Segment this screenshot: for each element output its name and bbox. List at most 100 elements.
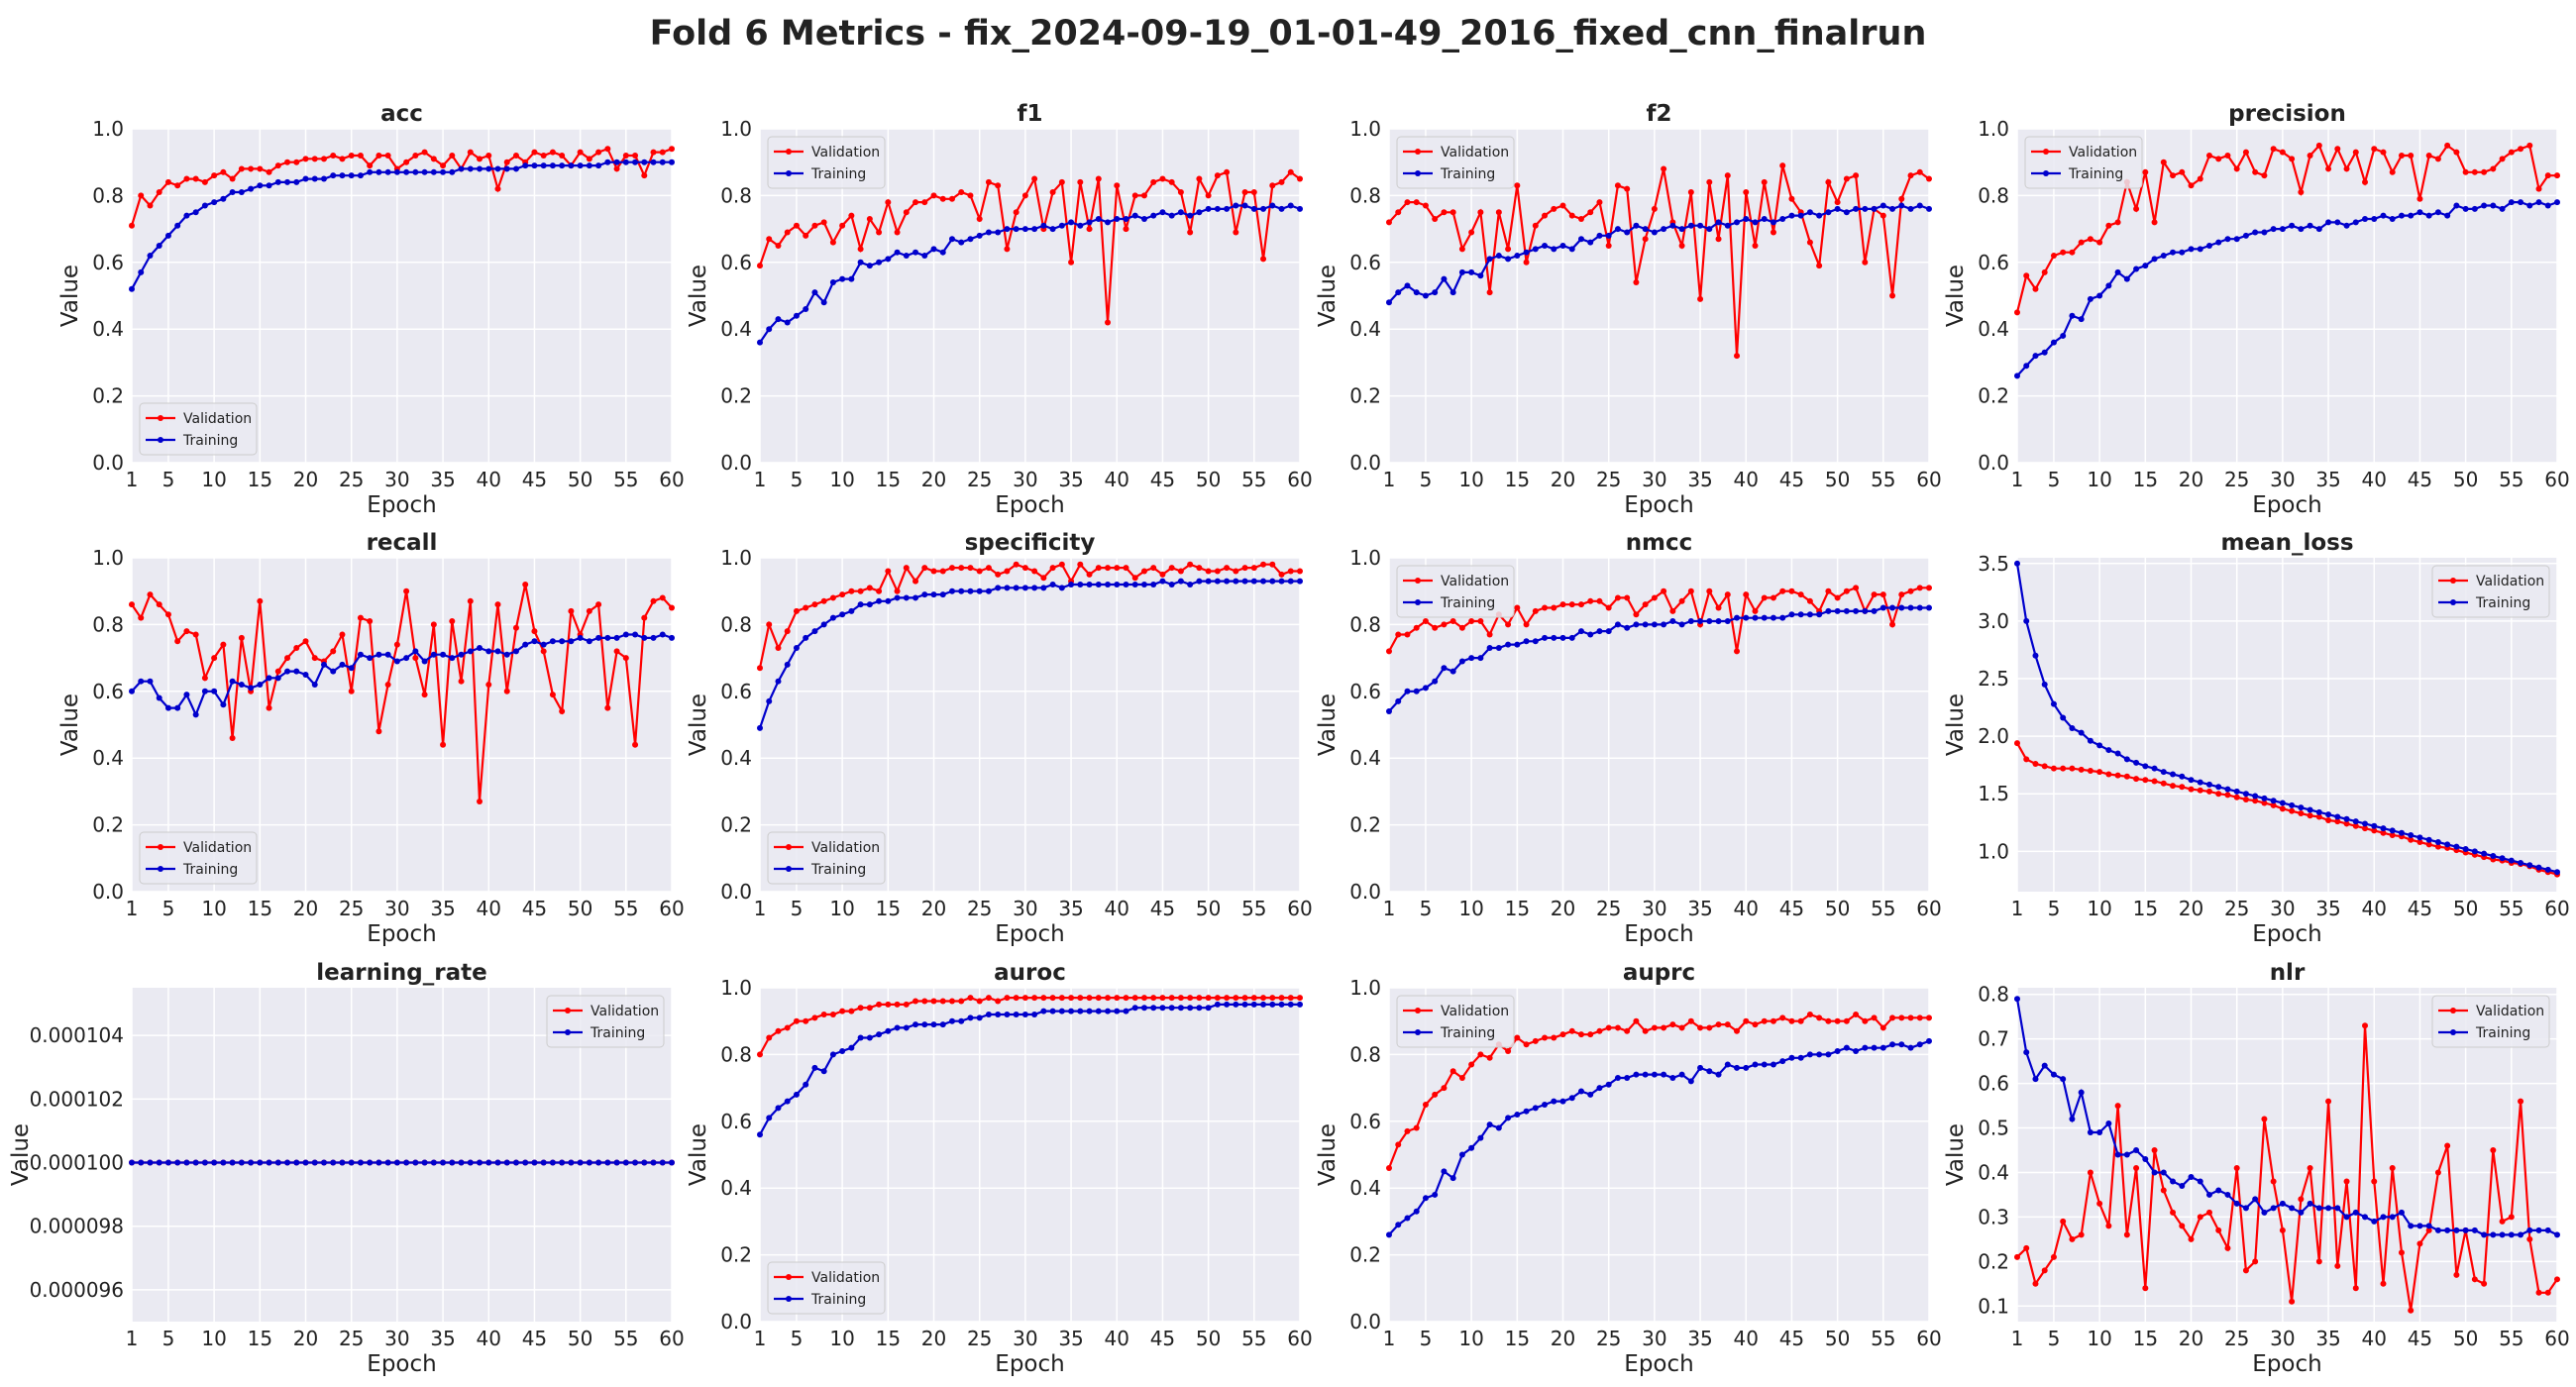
data-point-training bbox=[866, 601, 873, 608]
data-point-validation bbox=[1761, 178, 1768, 185]
data-point-validation bbox=[1250, 995, 1257, 1002]
x-tick-label: 15 bbox=[248, 1327, 272, 1350]
x-tick-label: 1 bbox=[754, 468, 767, 491]
data-point-validation bbox=[1797, 591, 1804, 598]
data-point-training bbox=[985, 229, 992, 236]
data-point-training bbox=[1404, 688, 1411, 694]
x-tick-label: 60 bbox=[1916, 897, 1941, 920]
data-point-validation bbox=[2362, 1022, 2369, 1029]
data-point-training bbox=[1177, 209, 1184, 216]
legend-marker bbox=[1415, 578, 1421, 584]
data-point-validation bbox=[586, 607, 592, 614]
data-point-training bbox=[1250, 1001, 1257, 1008]
x-tick-label: 5 bbox=[162, 468, 175, 491]
data-point-training bbox=[2279, 1200, 2286, 1207]
subplot-mean_loss: 1.01.52.02.53.03.51 5 10 15 20 25 30 35 40 45 50 55… bbox=[1943, 530, 2570, 947]
legend-label: Training bbox=[2475, 1025, 2530, 1041]
data-point-training bbox=[2462, 1227, 2469, 1233]
x-tick-label: 20 bbox=[1551, 1327, 1575, 1350]
data-point-validation bbox=[1196, 175, 1203, 182]
data-point-training bbox=[1250, 205, 1257, 212]
data-point-validation bbox=[2554, 1276, 2560, 1283]
data-point-validation bbox=[1889, 621, 1896, 628]
data-point-training bbox=[2078, 729, 2085, 736]
data-point-validation bbox=[412, 152, 419, 159]
data-point-validation bbox=[257, 597, 264, 604]
data-point-validation bbox=[440, 741, 447, 748]
data-point-validation bbox=[540, 152, 547, 159]
x-axis-label: Epoch bbox=[2252, 1351, 2321, 1377]
data-point-training bbox=[1021, 585, 1028, 591]
data-point-training bbox=[1697, 618, 1704, 625]
data-point-validation bbox=[1916, 168, 1923, 175]
legend-box bbox=[546, 995, 665, 1048]
data-point-training bbox=[2133, 266, 2140, 272]
data-point-validation bbox=[311, 655, 318, 662]
data-point-validation bbox=[2279, 805, 2286, 812]
data-point-training bbox=[238, 189, 245, 196]
data-point-training bbox=[2554, 199, 2560, 206]
data-point-training bbox=[976, 232, 983, 239]
data-point-training bbox=[1196, 578, 1203, 585]
data-point-validation bbox=[1468, 618, 1475, 625]
data-point-training bbox=[1004, 1011, 1011, 1017]
data-point-validation bbox=[1187, 561, 1194, 568]
data-point-validation bbox=[784, 628, 791, 635]
data-point-validation bbox=[1395, 1141, 1402, 1148]
data-point-training bbox=[1752, 219, 1759, 226]
data-point-validation bbox=[1077, 995, 1084, 1002]
data-point-validation bbox=[164, 611, 171, 618]
data-point-validation bbox=[757, 665, 763, 672]
data-point-training bbox=[1233, 578, 1239, 585]
y-axis-label: Value bbox=[1315, 265, 1341, 327]
y-tick-label: 0.4 bbox=[720, 746, 752, 770]
legend-label: Validation bbox=[811, 145, 880, 160]
data-point-training bbox=[403, 655, 410, 662]
data-point-training bbox=[2105, 1120, 2112, 1127]
data-point-validation bbox=[2233, 794, 2240, 800]
x-tick-label: 10 bbox=[2087, 1327, 2111, 1350]
legend-label: Training bbox=[810, 166, 866, 182]
data-point-training bbox=[2462, 846, 2469, 853]
data-point-training bbox=[1413, 688, 1420, 694]
x-tick-label: 10 bbox=[829, 1327, 854, 1350]
data-point-validation bbox=[549, 149, 556, 156]
data-point-training bbox=[2261, 229, 2268, 236]
x-tick-label: 35 bbox=[1058, 468, 1083, 491]
data-point-validation bbox=[1926, 1014, 1932, 1021]
data-point-training bbox=[1724, 618, 1731, 625]
data-point-training bbox=[1095, 215, 1102, 222]
data-point-training bbox=[384, 168, 391, 175]
data-point-training bbox=[1068, 219, 1075, 226]
data-point-validation bbox=[1422, 618, 1429, 625]
data-point-validation bbox=[559, 152, 566, 159]
data-point-training bbox=[2188, 777, 2195, 784]
x-tick-label: 20 bbox=[293, 1327, 318, 1350]
data-point-training bbox=[1224, 578, 1231, 585]
data-point-validation bbox=[1214, 995, 1221, 1002]
data-point-validation bbox=[1095, 995, 1102, 1002]
data-point-validation bbox=[866, 585, 873, 591]
data-point-validation bbox=[1021, 995, 1028, 1002]
x-tick-label: 60 bbox=[2544, 1327, 2569, 1350]
legend-label: Validation bbox=[2476, 574, 2544, 589]
data-point-validation bbox=[1205, 192, 1212, 199]
data-point-training bbox=[274, 675, 281, 682]
data-point-validation bbox=[757, 263, 763, 269]
data-point-validation bbox=[257, 165, 264, 172]
data-point-validation bbox=[669, 604, 675, 611]
data-point-training bbox=[1587, 631, 1594, 638]
data-point-validation bbox=[430, 621, 437, 628]
data-point-training bbox=[820, 1068, 827, 1075]
data-point-training bbox=[967, 236, 974, 243]
data-point-training bbox=[2197, 779, 2203, 786]
data-point-validation bbox=[2270, 146, 2277, 153]
y-tick-label: 0.6 bbox=[720, 251, 752, 274]
data-point-training bbox=[1871, 607, 1878, 614]
data-point-training bbox=[1577, 236, 1584, 243]
data-point-validation bbox=[1260, 995, 1267, 1002]
data-point-training bbox=[2518, 1231, 2524, 1238]
data-point-training bbox=[1131, 581, 1138, 587]
data-point-training bbox=[494, 648, 501, 655]
data-point-training bbox=[2133, 759, 2140, 766]
